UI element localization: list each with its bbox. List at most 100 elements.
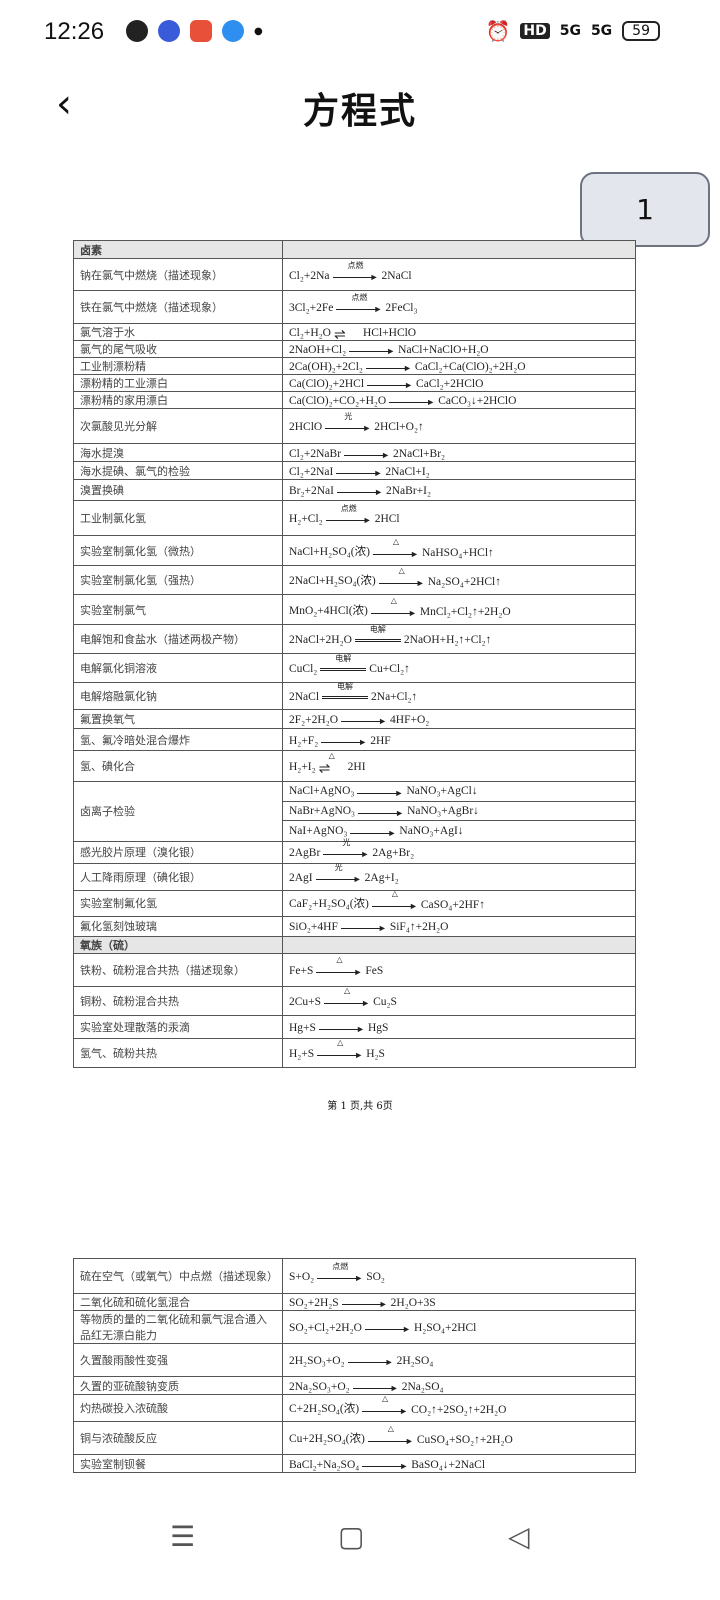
single-arrow-icon: ► 点燃 (336, 293, 382, 314)
single-arrow-icon: ► 点燃 (325, 504, 372, 525)
table-row: 工业制氯化氢 H₂+Cl₂ ► 点燃 2HCl (73, 500, 636, 536)
equation: BaCl₂+Na₂SO₄ ► BaSO₄↓+2NaCl (289, 1457, 629, 1471)
equal-arrow-icon: 电解 (354, 625, 401, 646)
products: 2HF (370, 734, 391, 747)
reaction-name: 实验室制氯气 (73, 594, 283, 625)
equal-arrow-icon: 电解 (322, 682, 369, 703)
reactants: 2NaOH+Cl₂ (289, 344, 347, 356)
products: 2Ag+I₂ (364, 871, 399, 884)
equation: H₂+F₂ ► 2HF (289, 733, 629, 747)
products: Na₂SO₄+2HCl↑ (427, 576, 501, 588)
equation: Fe+S ► △ FeS (289, 955, 629, 977)
reactants: 2Cu+S (289, 995, 322, 1008)
menu-icon[interactable]: ☰ (170, 1520, 196, 1553)
reactants: H₂+F₂ (289, 734, 319, 747)
app-header: 方程式 ‹ (0, 70, 720, 140)
table-row: 铜与浓硫酸反应 Cu+2H₂SO₄(浓) ► △ CuSO₄+SO₂↑+2H₂O (73, 1421, 636, 1455)
equation-cell: 2Cu+S ► △ Cu₂S (282, 985, 636, 1016)
reaction-condition: △ (328, 751, 335, 760)
equation: 2NaCl+2H₂O 电解 2NaOH+H₂↑+Cl₂↑ (289, 625, 629, 646)
single-arrow-icon: ► (364, 1320, 411, 1334)
reaction-name: 溴置换碘 (73, 479, 283, 501)
reactants: Cl₂+2NaI (289, 465, 334, 478)
table-row: 电解熔融氯化钠 2NaCl 电解 2Na+Cl₂↑ (73, 682, 636, 710)
equation-cell: Cl₂+2Na ► 点燃 2NaCl (282, 258, 636, 291)
navigation-bar: ☰ ▢ ◁ (0, 1482, 720, 1600)
reaction-name: 氯气溶于水 (73, 323, 283, 341)
reaction-name: 氯气的尾气吸收 (73, 340, 283, 358)
single-arrow-icon: ► (367, 376, 413, 390)
reactants: Hg+S (289, 1021, 316, 1034)
back-button[interactable]: ‹ (56, 81, 72, 127)
equation: S+O₂ ► 点燃 SO₂ (289, 1262, 629, 1283)
table-row: 二氧化硫和硫化氢混合 SO₂+2H₂S ► 2H₂O+3S (73, 1293, 636, 1311)
table-row: 漂粉精的家用漂白 Ca(ClO)₂+CO₂+H₂O ► CaCO₃↓+2HClO (73, 391, 636, 409)
section-blank (282, 935, 636, 954)
reactants: 2NaCl+H₂SO₄(浓) (289, 575, 376, 587)
products: CO₂↑+2SO₂↑+2H₂O (411, 1404, 507, 1416)
equation: 2NaOH+Cl₂ ► NaCl+NaClO+H₂O (289, 342, 629, 356)
products: NaHSO₄+HCl↑ (421, 546, 494, 559)
reactants: Fe+S (289, 964, 314, 977)
back-triangle-icon[interactable]: ◁ (508, 1520, 530, 1553)
single-arrow-icon: ► △ (316, 955, 362, 977)
single-arrow-icon: ► 光 (323, 838, 369, 859)
table-row: 工业制漂粉精 2Ca(OH)₂+2Cl₂ ► CaCl₂+Ca(ClO)₂+2H₂O (73, 357, 636, 375)
single-arrow-icon: ► (350, 824, 396, 838)
equation-cell: Ca(ClO)₂+CO₂+H₂O ► CaCO₃↓+2HClO (282, 391, 636, 409)
reactants: 3Cl₂+2Fe (289, 302, 334, 314)
single-arrow-icon: ► (358, 804, 404, 818)
equation-cell: CaF₂+H₂SO₄(浓) ► △ CaSO₄+2HF↑ (282, 889, 636, 917)
reaction-name: 实验室制氟化氢 (73, 889, 283, 917)
equation-cell: Cl₂+2NaBr ► 2NaCl+Br₂ (282, 443, 636, 462)
equation-cell: SO₂+Cl₂+2H₂O ► H₂SO₄+2HCl (282, 1310, 636, 1344)
reactants: 2NaCl (289, 691, 320, 703)
equation-cell: 2NaOH+Cl₂ ► NaCl+NaClO+H₂O (282, 340, 636, 358)
single-arrow-icon: ► (347, 1353, 394, 1367)
single-arrow-icon: ► (344, 446, 390, 460)
reactants: 2Na₂SO₃+O₂ (289, 1380, 350, 1393)
section-title: 氧族（硫） (73, 935, 283, 954)
equation: H₂+Cl₂ ► 点燃 2HCl (289, 504, 629, 525)
table-row: 实验室制氯气 MnO₂+4HCl(浓) ► △ MnCl₂+Cl₂↑+2H₂O (73, 594, 636, 625)
reaction-name: 等物质的量的二氧化硫和氯气混合通入品红无漂白能力 (73, 1310, 283, 1344)
equation: 2Cu+S ► △ Cu₂S (289, 986, 629, 1008)
products: NaCl+NaClO+H₂O (398, 344, 489, 356)
equation: 2NaCl+H₂SO₄(浓) ► △ Na₂SO₄+2HCl↑ (289, 566, 629, 588)
single-arrow-icon: ► (318, 1020, 365, 1034)
table-row: 漂粉精的工业漂白 Ca(ClO)₂+2HCl ► CaCl₂+2HClO (73, 374, 636, 392)
equation: Br₂+2NaI ► 2NaBr+I₂ (289, 483, 629, 497)
equation-cell: 2NaCl+2H₂O 电解 2NaOH+H₂↑+Cl₂↑ (282, 624, 636, 654)
page-number-badge: 1 (580, 172, 710, 247)
products: NaNO₃+AgBr↓ (407, 804, 479, 817)
equation: 2H₂SO₃+O₂ ► 2H₂SO₄ (289, 1353, 629, 1367)
reaction-condition: △ (387, 1424, 394, 1433)
clock: 12:26 (44, 18, 105, 45)
section-title: 卤素 (73, 240, 283, 259)
equation-cell: Cl₂+2NaI ► 2NaCl+I₂ (282, 461, 636, 480)
equation-cell: 2NaCl 电解 2Na+Cl₂↑ (282, 682, 636, 710)
single-arrow-icon: ► (336, 483, 383, 497)
equation-cell: CuCl₂ 电解 Cu+Cl₂↑ (282, 653, 636, 683)
reactants: 2NaCl+2H₂O (289, 634, 352, 646)
products: 2HCl+O₂↑ (374, 421, 424, 433)
reaction-condition: 点燃 (351, 293, 368, 302)
reaction-name: 氢、碘化合 (73, 750, 283, 782)
reaction-name: 氢、氟冷暗处混合爆炸 (73, 728, 283, 751)
reaction-name: 实验室制氯化氢（微热） (73, 535, 283, 566)
table-row: 溴置换碘 Br₂+2NaI ► 2NaBr+I₂ (73, 479, 636, 501)
equation-cell: NaCl+H₂SO₄(浓) ► △ NaHSO₄+HCl↑ (282, 535, 636, 566)
equation: NaI+AgNO₃ ► NaNO₃+AgI↓ (283, 821, 635, 841)
reaction-condition: △ (337, 1037, 344, 1047)
products: 2NaOH+H₂↑+Cl₂↑ (403, 634, 492, 646)
single-arrow-icon: ► △ (372, 537, 419, 559)
table-row: 海水提碘、氯气的检验 Cl₂+2NaI ► 2NaCl+I₂ (73, 461, 636, 480)
table-row: 氢、碘化合 H₂+I₂ ⇌ △ 2HI (73, 750, 636, 782)
app2-icon (222, 20, 244, 42)
table-row: 硫在空气（或氧气）中点燃（描述现象） S+O₂ ► 点燃 SO₂ (73, 1258, 636, 1294)
single-arrow-icon: ► △ (324, 986, 370, 1008)
hd-icon: HD (520, 23, 550, 39)
home-icon[interactable]: ▢ (338, 1520, 365, 1553)
equation-table-page2: 硫在空气（或氧气）中点燃（描述现象） S+O₂ ► 点燃 SO₂ 二氧化硫和硫化氢混合 SO… (73, 1258, 636, 1473)
reaction-name: 铁粉、硫粉混合共热（描述现象） (73, 952, 283, 987)
